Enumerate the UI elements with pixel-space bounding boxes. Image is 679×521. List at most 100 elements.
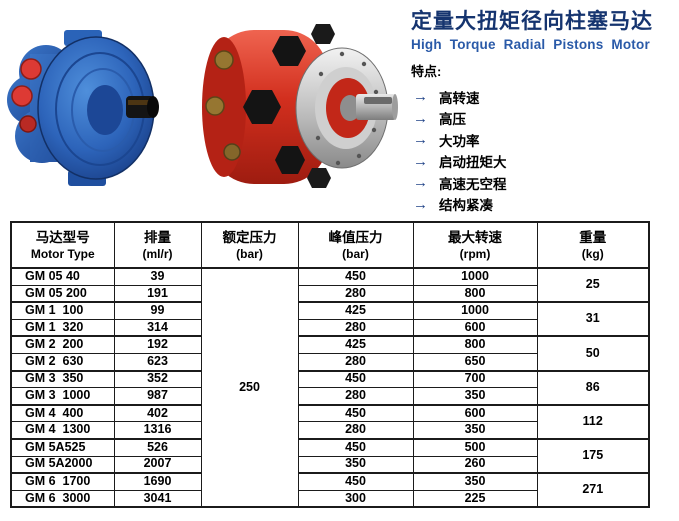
max-speed-cell: 600 [412, 318, 538, 337]
peak-pressure-cell: 450 [297, 369, 414, 389]
page-title-zh: 定量大扭矩径向柱塞马达 [411, 10, 653, 33]
table-row: GM 05 40 39 250 450 1000 25 [10, 267, 650, 508]
max-speed-cell: 350 [412, 421, 538, 440]
red-motor-photo [194, 14, 398, 198]
max-speed-cell: 500 [412, 437, 538, 457]
max-speed-cell: 800 [412, 284, 538, 303]
peak-pressure-cell: 280 [297, 387, 414, 406]
page-title-en: High Torque Radial Pistons Motor [411, 37, 650, 53]
arrow-icon: → [413, 131, 428, 149]
table-row: GM 3 1000 987 280 350 [10, 387, 649, 406]
peak-pressure-cell: 425 [297, 335, 414, 354]
displacement-cell: 987 [113, 387, 202, 406]
table-row: GM 4 400 402 450 600 112 [10, 403, 650, 440]
weight-cell: 86 [536, 369, 650, 406]
feature-text: 大功率 [439, 133, 480, 149]
displacement-cell: 192 [113, 335, 202, 354]
feature-text: 结构紧凑 [439, 198, 493, 214]
feature-list: → 高转速 → 高压 → 大功率 → 启动扭矩大 → 高速无空程 → 结构紧凑 [411, 86, 673, 215]
features-label: 特点: [411, 64, 442, 80]
motor-type-cell: GM 6 3000 [10, 489, 115, 508]
peak-pressure-cell: 280 [297, 352, 414, 372]
motor-type-cell: GM 5A2000 [10, 455, 115, 474]
weight-cell: 31 [536, 301, 650, 337]
feature-item: → 大功率 [411, 129, 673, 151]
motor-type-cell: GM 1 320 [10, 318, 115, 337]
motor-type-cell: GM 4 1300 [10, 421, 115, 440]
displacement-cell: 402 [113, 403, 202, 423]
col-header-weight: 重量 (kg) [536, 221, 650, 269]
table-row: GM 4 1300 1316 280 350 [10, 421, 649, 440]
table-row: GM 6 3000 3041 300 225 [10, 489, 649, 508]
peak-pressure-cell: 350 [297, 455, 414, 474]
peak-pressure-cell: 450 [297, 437, 414, 457]
max-speed-cell: 650 [412, 352, 538, 372]
feature-text: 高速无空程 [439, 176, 507, 192]
header-block: 定量大扭矩径向柱塞马达 High Torque Radial Pistons M… [411, 10, 673, 215]
table-row: GM 1 320 314 280 600 [10, 318, 649, 337]
col-header-motor-type: 马达型号 Motor Type [10, 221, 115, 269]
max-speed-cell: 225 [412, 489, 538, 508]
motor-type-cell: GM 5A525 [10, 437, 115, 457]
motor-type-cell: GM 3 1000 [10, 387, 115, 406]
weight-cell: 25 [536, 267, 650, 303]
blue-motor-photo [6, 24, 160, 192]
displacement-cell: 526 [113, 437, 202, 457]
max-speed-cell: 260 [412, 455, 538, 474]
motor-type-cell: GM 6 1700 [10, 472, 115, 491]
motor-type-cell: GM 2 630 [10, 352, 115, 372]
feature-item: → 结构紧凑 [411, 194, 673, 216]
table-row: GM 2 630 623 280 650 [10, 352, 649, 372]
blue-motor-illustration [7, 30, 159, 186]
arrow-icon: → [413, 195, 428, 213]
peak-pressure-cell: 450 [297, 267, 414, 286]
table-row: GM 2 200 192 425 800 50 [10, 335, 650, 372]
col-header-peak-pressure: 峰值压力 (bar) [297, 221, 414, 269]
feature-item: → 高转速 [411, 86, 673, 108]
col-header-max-speed: 最大转速 (rpm) [412, 221, 538, 269]
table-row: GM 5A525 526 450 500 175 [10, 437, 650, 474]
motor-type-cell: GM 3 350 [10, 369, 115, 389]
arrow-icon: → [413, 88, 428, 106]
feature-text: 高转速 [439, 90, 480, 106]
peak-pressure-cell: 450 [297, 403, 414, 423]
arrow-icon: → [413, 152, 428, 170]
feature-text: 启动扭矩大 [439, 155, 507, 171]
peak-pressure-cell: 280 [297, 318, 414, 337]
max-speed-cell: 350 [412, 387, 538, 406]
displacement-cell: 314 [113, 318, 202, 337]
arrow-icon: → [413, 174, 428, 192]
motor-type-cell: GM 05 40 [10, 267, 115, 286]
max-speed-cell: 350 [412, 472, 538, 491]
max-speed-cell: 600 [412, 403, 538, 423]
peak-pressure-cell: 450 [297, 472, 414, 491]
displacement-cell: 191 [113, 284, 202, 303]
displacement-cell: 623 [113, 352, 202, 372]
motor-type-cell: GM 1 100 [10, 301, 115, 320]
feature-item: → 高速无空程 [411, 172, 673, 194]
feature-item: → 启动扭矩大 [411, 151, 673, 173]
motor-type-cell: GM 4 400 [10, 403, 115, 423]
red-motor-illustration [202, 24, 398, 188]
peak-pressure-cell: 280 [297, 421, 414, 440]
weight-cell: 175 [536, 437, 650, 474]
peak-pressure-cell: 300 [297, 489, 414, 508]
motor-spec-table: 马达型号 Motor Type 排量 (ml/r) 额定压力 (bar) 峰值压… [10, 221, 650, 509]
arrow-icon: → [413, 109, 428, 127]
rated-pressure-cell: 250 [200, 267, 299, 508]
displacement-cell: 99 [113, 301, 202, 320]
max-speed-cell: 1000 [412, 301, 538, 320]
table-header-row: 马达型号 Motor Type 排量 (ml/r) 额定压力 (bar) 峰值压… [10, 221, 650, 269]
weight-cell: 271 [536, 472, 650, 508]
max-speed-cell: 1000 [412, 267, 538, 286]
displacement-cell: 1690 [113, 472, 202, 491]
feature-item: → 高压 [411, 108, 673, 130]
displacement-cell: 352 [113, 369, 202, 389]
table-row: GM 1 100 99 425 1000 31 [10, 301, 650, 337]
displacement-cell: 39 [113, 267, 202, 286]
displacement-cell: 3041 [113, 489, 202, 508]
weight-cell: 50 [536, 335, 650, 372]
feature-text: 高压 [439, 112, 466, 128]
peak-pressure-cell: 280 [297, 284, 414, 303]
